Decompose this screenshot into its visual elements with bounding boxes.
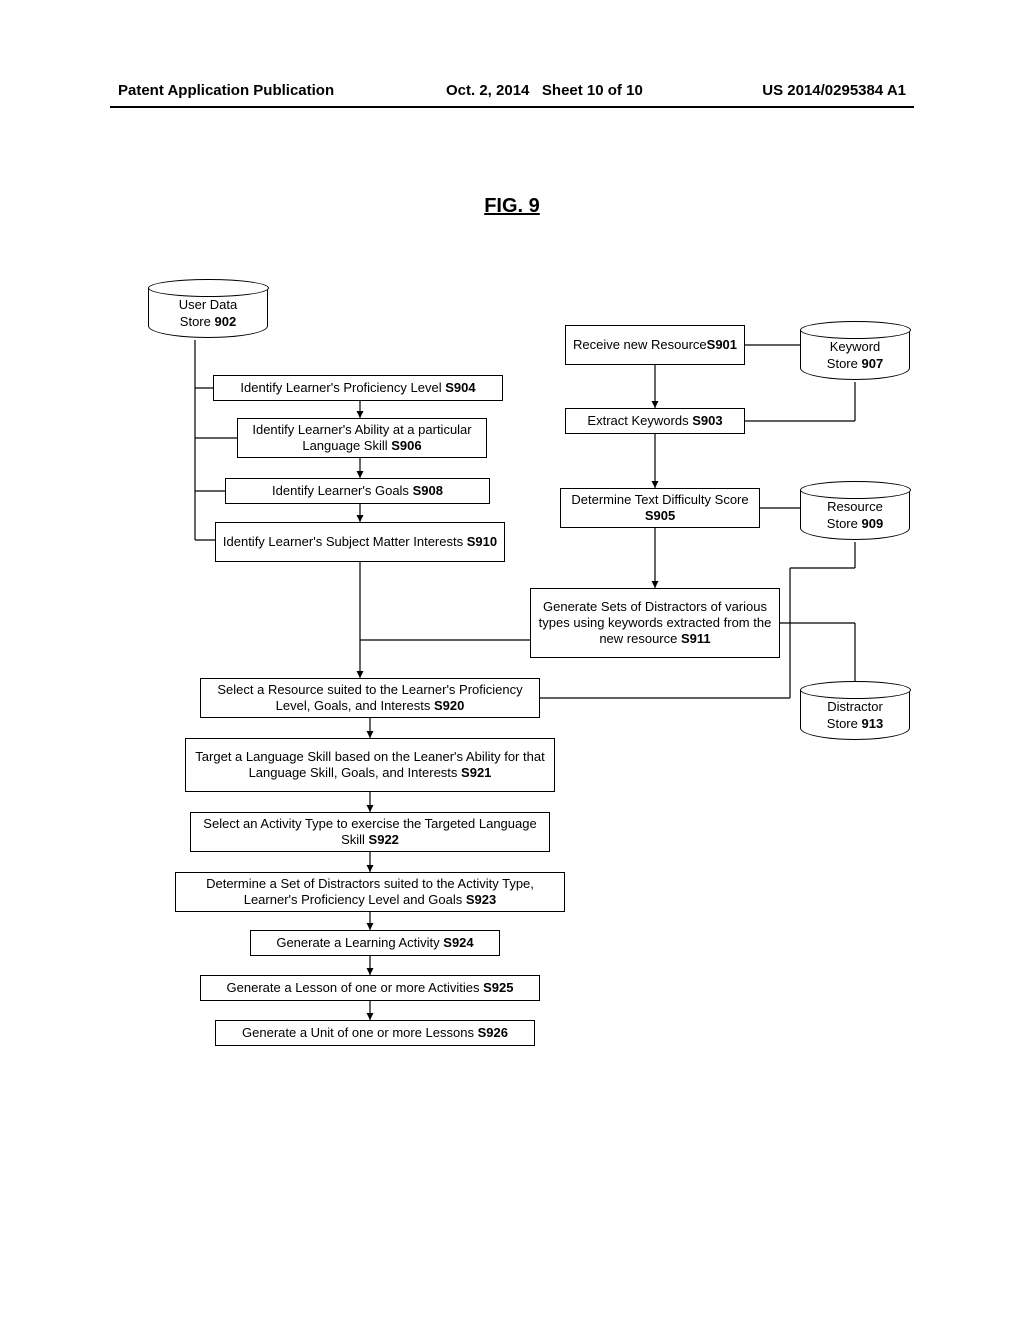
s921-ref: S921 — [461, 765, 491, 780]
s925-text: Generate a Lesson of one or more Activit… — [227, 980, 480, 995]
box-s921: Target a Language Skill based on the Lea… — [185, 738, 555, 792]
s924-ref: S924 — [443, 935, 473, 950]
s901-text: Receive new Resource — [573, 337, 707, 352]
s903-text: Extract Keywords — [587, 413, 688, 428]
s926-ref: S926 — [478, 1025, 508, 1040]
s901-ref: S901 — [707, 337, 737, 352]
box-s924: Generate a Learning Activity S924 — [250, 930, 500, 956]
box-s904: Identify Learner's Proficiency Level S90… — [213, 375, 503, 401]
box-s905: Determine Text Difficulty Score S905 — [560, 488, 760, 528]
cyl-keyword-line1: Keyword — [830, 339, 881, 354]
s926-text: Generate a Unit of one or more Lessons — [242, 1025, 474, 1040]
s924-text: Generate a Learning Activity — [276, 935, 439, 950]
s904-text: Identify Learner's Proficiency Level — [240, 380, 441, 395]
s908-ref: S908 — [413, 483, 443, 498]
cyl-resource-line2: Store — [827, 516, 858, 531]
s903-ref: S903 — [692, 413, 722, 428]
box-s906: Identify Learner's Ability at a particul… — [237, 418, 487, 458]
s906-text: Identify Learner's Ability at a particul… — [252, 422, 471, 453]
s911-ref: S911 — [681, 631, 711, 646]
box-s922: Select an Activity Type to exercise the … — [190, 812, 550, 852]
s920-text: Select a Resource suited to the Learner'… — [217, 682, 522, 713]
box-s903: Extract Keywords S903 — [565, 408, 745, 434]
cyl-keyword-ref: 907 — [862, 356, 884, 371]
cyl-distractor-line2: Store — [827, 716, 858, 731]
s923-ref: S923 — [466, 892, 496, 907]
s905-ref: S905 — [645, 508, 675, 523]
s904-ref: S904 — [445, 380, 475, 395]
cylinder-user-data-store: User Data Store 902 — [148, 288, 268, 338]
box-s910: Identify Learner's Subject Matter Intere… — [215, 522, 505, 562]
cyl-distractor-line1: Distractor — [827, 699, 883, 714]
s906-ref: S906 — [391, 438, 421, 453]
cyl-user-line1: User Data — [179, 297, 238, 312]
cylinder-distractor-store: Distractor Store 913 — [800, 690, 910, 740]
box-s908: Identify Learner's Goals S908 — [225, 478, 490, 504]
flowchart-canvas: User Data Store 902 Keyword Store 907 Re… — [0, 0, 1024, 1320]
s905-text: Determine Text Difficulty Score — [571, 492, 748, 507]
cylinder-resource-store: Resource Store 909 — [800, 490, 910, 540]
s922-ref: S922 — [369, 832, 399, 847]
s911-text: Generate Sets of Distractors of various … — [539, 599, 772, 647]
cyl-resource-ref: 909 — [862, 516, 884, 531]
box-s911: Generate Sets of Distractors of various … — [530, 588, 780, 658]
box-s920: Select a Resource suited to the Learner'… — [200, 678, 540, 718]
connector-lines — [0, 0, 1024, 1320]
cyl-distractor-ref: 913 — [862, 716, 884, 731]
cylinder-keyword-store: Keyword Store 907 — [800, 330, 910, 380]
box-s926: Generate a Unit of one or more Lessons S… — [215, 1020, 535, 1046]
s925-ref: S925 — [483, 980, 513, 995]
cyl-user-line2: Store — [180, 314, 211, 329]
cyl-resource-line1: Resource — [827, 499, 883, 514]
s921-text: Target a Language Skill based on the Lea… — [195, 749, 544, 780]
cyl-user-ref: 902 — [215, 314, 237, 329]
s920-ref: S920 — [434, 698, 464, 713]
s910-ref: S910 — [467, 534, 497, 549]
box-s925: Generate a Lesson of one or more Activit… — [200, 975, 540, 1001]
box-s901: Receive new ResourceS901 — [565, 325, 745, 365]
box-s923: Determine a Set of Distractors suited to… — [175, 872, 565, 912]
cyl-keyword-line2: Store — [827, 356, 858, 371]
s910-text: Identify Learner's Subject Matter Intere… — [223, 534, 463, 549]
s908-text: Identify Learner's Goals — [272, 483, 409, 498]
